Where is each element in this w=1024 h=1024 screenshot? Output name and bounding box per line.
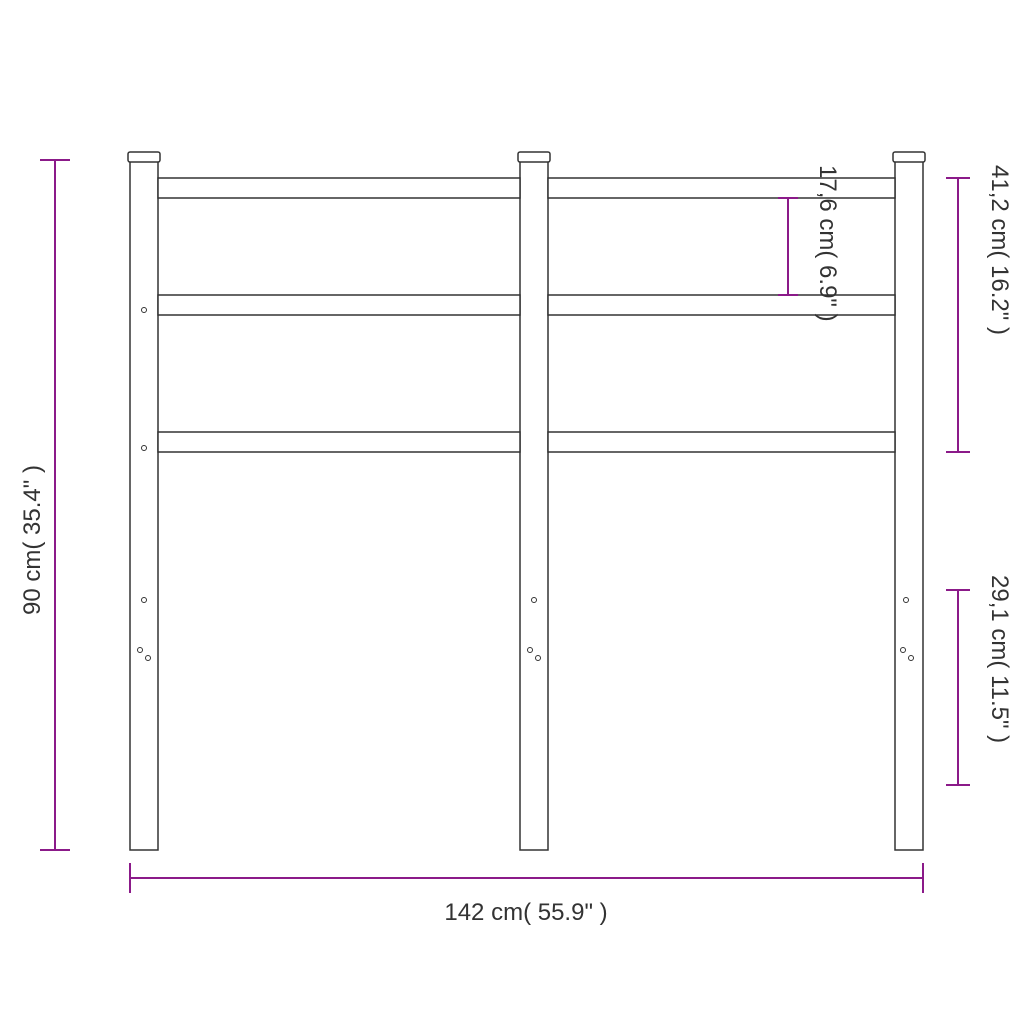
dim-height-label: 90 cm( 35.4" ): [19, 465, 46, 615]
dim-rail-section-label: 41,2 cm( 16.2" ): [986, 165, 1013, 335]
dim-lower-section: [946, 590, 970, 785]
dim-rail-section: [946, 178, 970, 452]
dim-rail-gap: [778, 198, 798, 295]
dim-rail-gap-label: 17,6 cm( 6.9" ): [814, 165, 841, 322]
dim-lower-section-label: 29,1 cm( 11.5" ): [986, 575, 1013, 743]
dim-width: [130, 863, 923, 893]
dim-width-label: 142 cm( 55.9" ): [444, 899, 607, 926]
headboard-posts: [128, 152, 925, 850]
